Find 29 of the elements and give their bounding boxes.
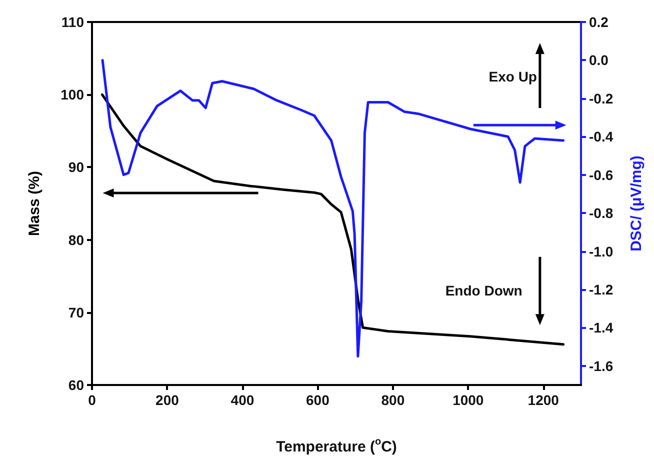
- x-tick-label: 1000: [452, 392, 484, 408]
- y2-tick-label: 0.0: [589, 52, 609, 68]
- annotation: Endo Down: [445, 282, 522, 299]
- x-tick-label: 200: [156, 392, 180, 408]
- y2-tick-label: -1.6: [589, 358, 614, 374]
- y2-tick-label: -1.4: [589, 320, 614, 336]
- y-tick-label: 60: [68, 377, 84, 393]
- y2-tick-label: 0.2: [589, 14, 609, 30]
- y-tick-label: 110: [61, 14, 84, 30]
- y-tick-label: 100: [60, 86, 84, 103]
- x-tick-label: 600: [306, 392, 330, 408]
- y2-tick-label: -1.0: [589, 243, 614, 260]
- y2-tick-label: -0.8: [589, 205, 614, 222]
- line-series: [100, 93, 565, 346]
- y-tick-label: 70: [68, 304, 84, 320]
- annotation: Exo Up: [488, 68, 537, 84]
- y2-axis-title: DSC/ (μV/mg): [628, 156, 645, 252]
- x-tick-label: 800: [381, 392, 405, 408]
- y-tick-label: 90: [68, 159, 84, 176]
- y2-tick-label: -1.2: [589, 281, 614, 298]
- y2-tick-label: -0.6: [589, 166, 614, 183]
- y-tick-label: 80: [68, 232, 84, 248]
- x-tick-label: 400: [230, 392, 254, 408]
- x-tick-label: 1200: [528, 392, 560, 408]
- x-tick-label: 0: [88, 392, 96, 408]
- y2-tick-label: -0.2: [589, 90, 614, 106]
- y-axis-title: Mass (%): [26, 170, 43, 236]
- y2-tick-label: -0.4: [589, 128, 614, 145]
- line-series: [101, 58, 565, 358]
